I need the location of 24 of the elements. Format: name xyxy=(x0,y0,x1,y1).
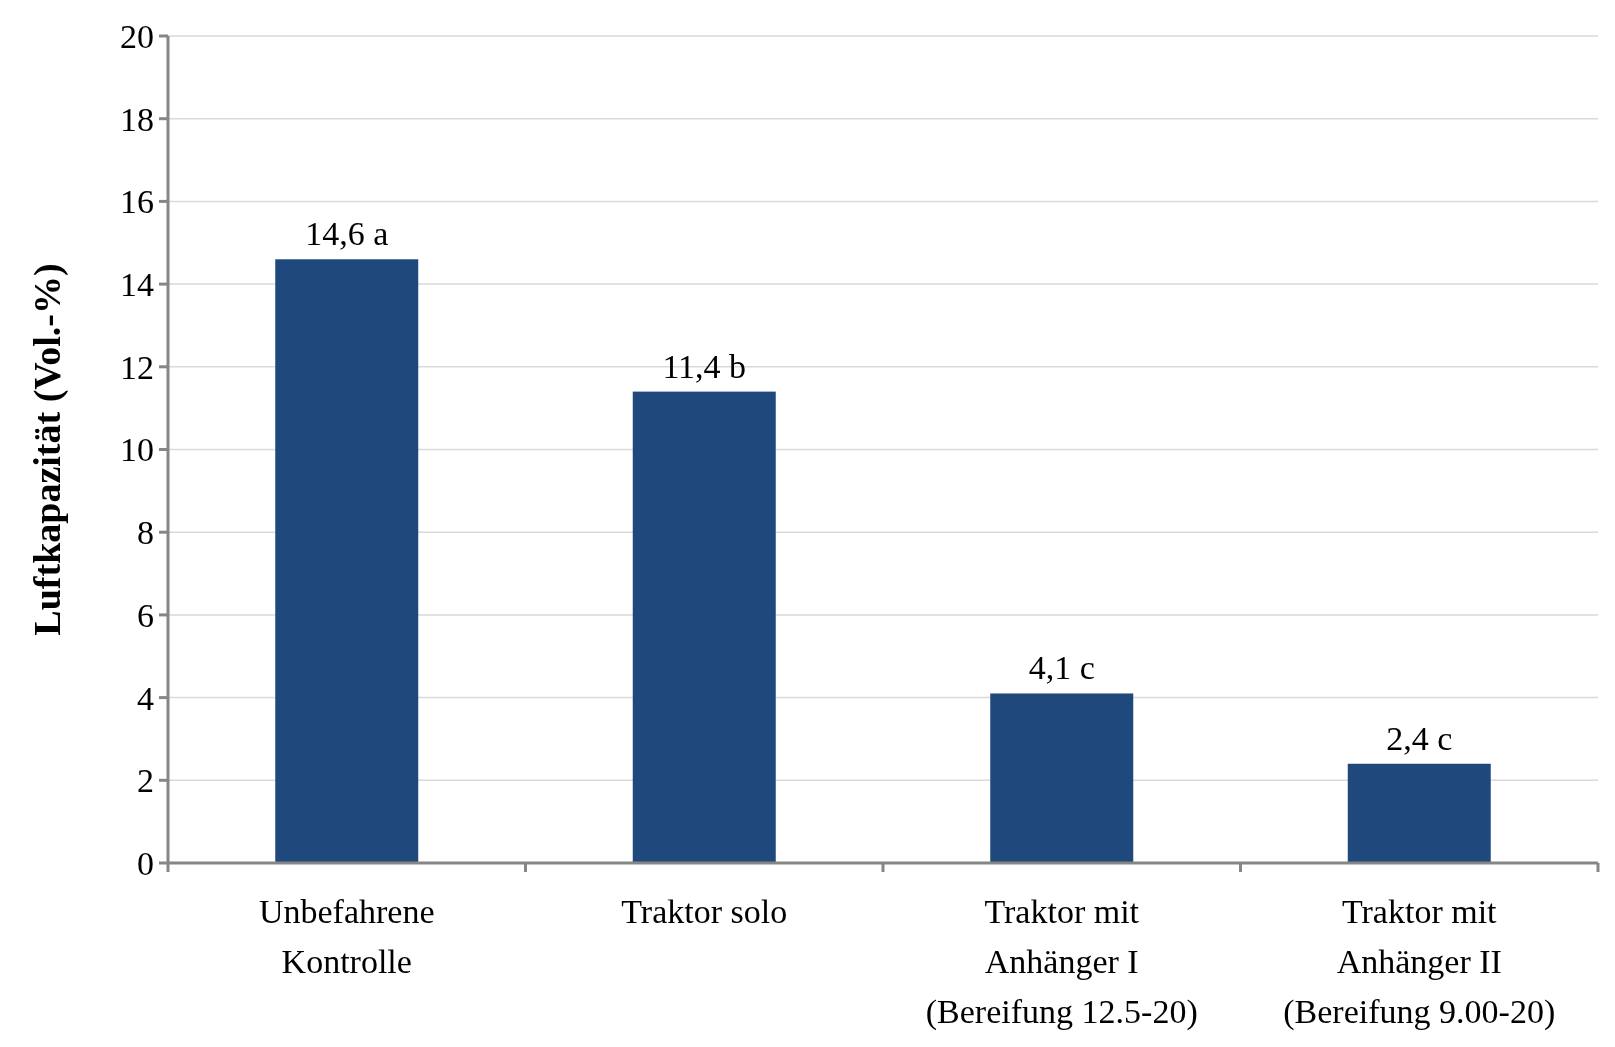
y-tick-label: 10 xyxy=(120,431,154,469)
y-tick-label: 18 xyxy=(120,100,154,138)
y-tick-label: 20 xyxy=(120,17,154,55)
bar xyxy=(990,693,1134,863)
bar xyxy=(275,259,419,863)
x-tick-label: Unbefahrene Kontrolle xyxy=(258,893,435,980)
y-tick-label: 14 xyxy=(120,266,154,303)
y-tick-label: 8 xyxy=(137,514,154,552)
bar xyxy=(632,391,776,863)
y-tick-label: 12 xyxy=(120,348,154,386)
data-label: 2,4 c xyxy=(1386,719,1453,757)
y-tick-label: 2 xyxy=(137,762,154,800)
y-tick-label: 16 xyxy=(120,183,154,221)
y-axis-title: Luftkapazität (Vol.-%) xyxy=(26,263,69,636)
data-label: 14,6 a xyxy=(305,215,389,253)
y-tick-label: 4 xyxy=(137,679,154,717)
x-tick-label: Traktor solo xyxy=(621,893,788,930)
x-tick-label: Traktor mit Anhänger I (Bereifung 12.5-20) xyxy=(925,893,1198,1031)
x-tick-label: Traktor mit Anhänger II (Bereifung 9.00-20) xyxy=(1283,893,1556,1031)
bar xyxy=(1347,763,1491,863)
y-tick-label: 6 xyxy=(137,596,154,634)
data-label: 4,1 c xyxy=(1028,649,1095,687)
y-tick-label: 0 xyxy=(137,844,154,882)
data-label: 11,4 b xyxy=(662,347,747,385)
